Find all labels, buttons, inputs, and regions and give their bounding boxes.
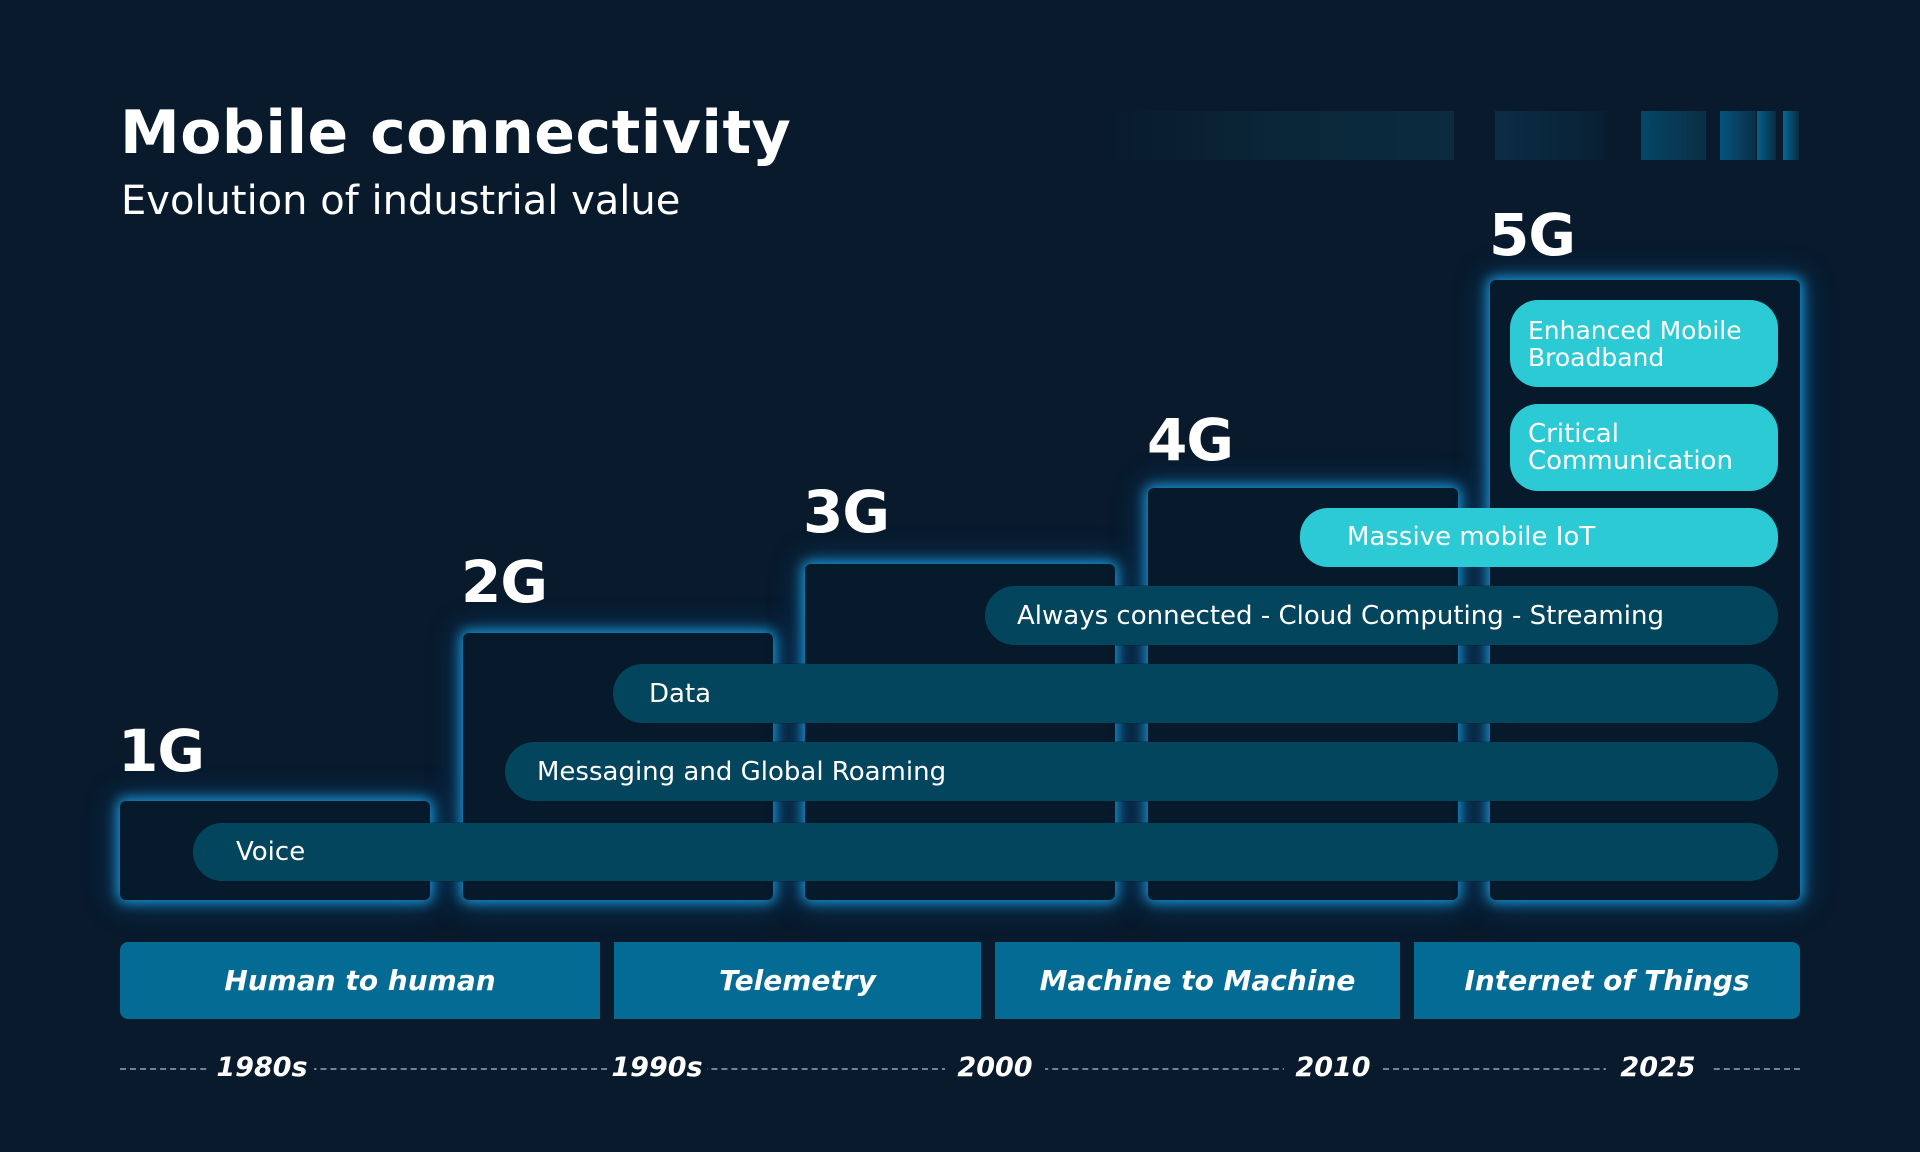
service-bar-voice: Voice xyxy=(193,823,1778,881)
service-bar-label: Messaging and Global Roaming xyxy=(537,756,947,787)
category-human-to-human: Human to human xyxy=(120,942,600,1019)
timeline-label-2000: 2000 xyxy=(945,1052,1045,1084)
decorative-strip xyxy=(1641,111,1706,160)
decorative-strip xyxy=(1783,111,1799,160)
category-telemetry: Telemetry xyxy=(614,942,981,1019)
decorative-strip xyxy=(1495,111,1605,160)
service-bar-label: Data xyxy=(649,678,712,709)
service-bar-always-connected: Always connected - Cloud Computing - Str… xyxy=(985,586,1778,645)
service-pill-enhanced-mobile-broadband: Enhanced Mobile Broadband xyxy=(1510,300,1778,387)
service-pill-massive-iot: Massive mobile IoT xyxy=(1300,508,1778,567)
timeline-label-2010: 2010 xyxy=(1284,1052,1382,1084)
generation-label-2g: 2G xyxy=(461,548,548,616)
decorative-strip xyxy=(1757,111,1776,160)
timeline-label-1990s: 1990s xyxy=(607,1052,707,1084)
service-pill-label: Enhanced Mobile Broadband xyxy=(1528,315,1742,372)
timeline-label-1980s: 1980s xyxy=(210,1052,314,1084)
decorative-strip xyxy=(1720,111,1756,160)
generation-label-5g: 5G xyxy=(1489,201,1576,269)
service-pill-critical-communication: Critical Communication xyxy=(1510,404,1778,491)
service-bar-label: Always connected - Cloud Computing - Str… xyxy=(1017,600,1664,631)
category-internet-of-things: Internet of Things xyxy=(1414,942,1800,1019)
decorative-strip xyxy=(1094,111,1454,160)
timeline-label-2025: 2025 xyxy=(1606,1052,1710,1084)
category-machine-to-machine: Machine to Machine xyxy=(995,942,1400,1019)
service-bar-data: Data xyxy=(613,664,1778,723)
service-pill-label: Critical Communication xyxy=(1528,418,1733,476)
service-bar-messaging: Messaging and Global Roaming xyxy=(505,742,1778,801)
generation-label-3g: 3G xyxy=(803,478,890,546)
generation-label-4g: 4G xyxy=(1147,406,1234,474)
page-title: Mobile connectivity xyxy=(120,98,792,168)
service-bar-label: Voice xyxy=(236,837,306,867)
service-pill-label: Massive mobile IoT xyxy=(1347,522,1596,552)
page-subtitle: Evolution of industrial value xyxy=(121,178,681,224)
generation-label-1g: 1G xyxy=(118,717,205,785)
